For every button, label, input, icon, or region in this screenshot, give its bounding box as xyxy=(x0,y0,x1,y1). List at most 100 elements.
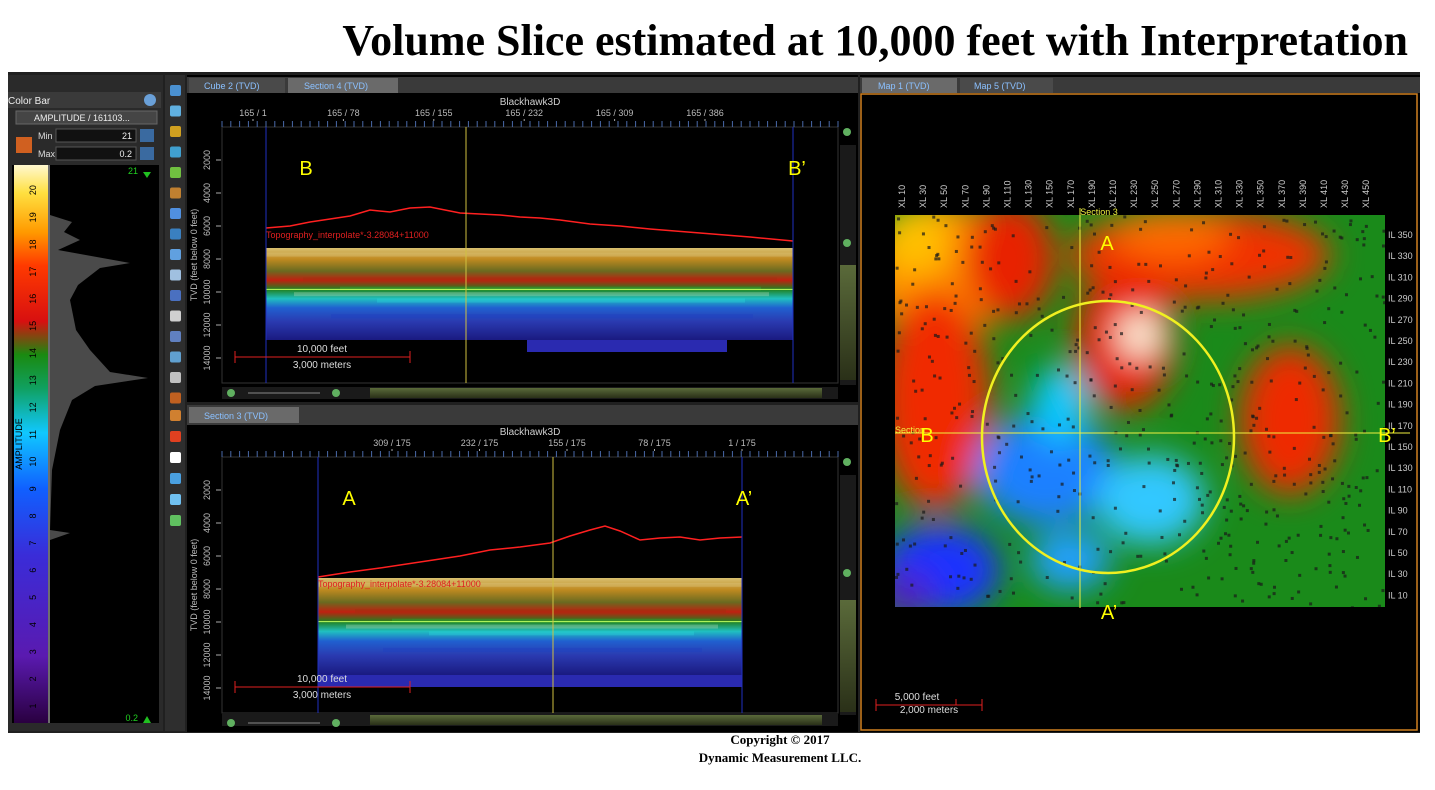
tool-icon[interactable] xyxy=(170,290,181,301)
speckle xyxy=(980,260,984,264)
refresh-button[interactable] xyxy=(140,147,154,160)
tab[interactable] xyxy=(189,78,285,93)
seismic-layer xyxy=(346,624,718,629)
tool-icon[interactable] xyxy=(170,310,181,322)
zoom-button[interactable] xyxy=(227,719,235,727)
tool-icon[interactable] xyxy=(170,452,181,463)
speckle xyxy=(1062,295,1066,299)
xl-label: XL 410 xyxy=(1319,180,1329,208)
tool-icon[interactable] xyxy=(170,228,181,240)
tool-icon[interactable] xyxy=(170,105,181,117)
speckle xyxy=(1289,256,1293,260)
tab[interactable] xyxy=(960,78,1053,93)
speckle xyxy=(998,589,1002,593)
y-label: 10000 xyxy=(202,609,212,634)
speckle xyxy=(1146,447,1150,451)
min-handle[interactable] xyxy=(143,716,151,723)
tool-icon[interactable] xyxy=(170,392,181,404)
tool-icon[interactable] xyxy=(170,494,181,505)
speckle xyxy=(1341,550,1345,554)
speckle xyxy=(1225,456,1229,460)
zoom-button[interactable] xyxy=(332,389,340,397)
section-title: Blackhawk3D xyxy=(500,97,561,108)
speckle xyxy=(1220,463,1224,467)
tool-icon[interactable] xyxy=(170,473,181,484)
speckle xyxy=(1104,330,1108,334)
speckle xyxy=(1339,361,1343,365)
tool-icon[interactable] xyxy=(170,146,181,158)
scroll-thumb[interactable] xyxy=(370,715,822,725)
speckle xyxy=(1130,388,1134,392)
speckle xyxy=(953,406,957,410)
speckle xyxy=(1147,279,1151,283)
speckle xyxy=(1206,493,1210,497)
tool-icon[interactable] xyxy=(170,372,181,383)
speckle xyxy=(1284,539,1288,543)
zoom-button[interactable] xyxy=(332,719,340,727)
speckle xyxy=(1332,229,1336,233)
speckle xyxy=(1295,309,1299,313)
tool-icon[interactable] xyxy=(170,126,181,137)
max-handle[interactable] xyxy=(143,172,151,178)
speckle xyxy=(1139,310,1143,314)
speckle xyxy=(1174,278,1178,282)
tool-icon[interactable] xyxy=(170,85,181,96)
zoom-button[interactable] xyxy=(227,389,235,397)
speckle xyxy=(1045,226,1049,230)
tool-icon[interactable] xyxy=(170,249,181,260)
blob xyxy=(1032,365,1088,445)
y-label: 8000 xyxy=(202,579,212,599)
panel-title: Color Bar xyxy=(8,96,51,107)
tool-icon[interactable] xyxy=(170,331,181,342)
speckle xyxy=(1333,459,1337,463)
speckle xyxy=(1158,264,1162,268)
scroll-thumb[interactable] xyxy=(840,600,856,712)
tool-icon[interactable] xyxy=(170,431,181,442)
speckle xyxy=(1383,301,1385,305)
xl-label: XL 170 xyxy=(1066,180,1076,208)
speckle xyxy=(1014,279,1018,283)
min-marker: 0.2 xyxy=(125,713,138,723)
help-icon[interactable] xyxy=(144,94,156,106)
tool-icon[interactable] xyxy=(170,187,181,199)
y-title: TVD (feet below 0 feet) xyxy=(189,209,199,302)
zoom-button[interactable] xyxy=(843,239,851,247)
tab-active[interactable] xyxy=(288,78,398,93)
color-icon[interactable] xyxy=(16,137,32,153)
tool-icon[interactable] xyxy=(170,410,181,421)
tab-label: Map 5 (TVD) xyxy=(974,81,1026,91)
tool-icon[interactable] xyxy=(170,269,181,281)
zoom-button[interactable] xyxy=(843,458,851,466)
zoom-button[interactable] xyxy=(843,569,851,577)
xl-label: XL 30 xyxy=(918,185,928,208)
attribute-dropdown[interactable] xyxy=(15,110,158,125)
map-marker: B’ xyxy=(1378,425,1396,447)
tool-icon[interactable] xyxy=(170,167,181,178)
speckle xyxy=(949,575,953,579)
speckle xyxy=(1342,497,1346,501)
refresh-button[interactable] xyxy=(140,129,154,142)
section-marker: A xyxy=(342,488,356,510)
speckle xyxy=(1120,332,1124,336)
tool-icon[interactable] xyxy=(170,515,181,526)
tab-active[interactable] xyxy=(189,407,299,423)
speckle xyxy=(909,441,913,445)
scroll-thumb[interactable] xyxy=(370,388,822,398)
speckle xyxy=(911,282,915,286)
speckle xyxy=(996,308,1000,312)
speckle xyxy=(1358,277,1362,281)
speckle xyxy=(1327,552,1331,556)
zoom-button[interactable] xyxy=(843,128,851,136)
tool-icon[interactable] xyxy=(170,208,181,219)
speckle xyxy=(1338,235,1342,239)
tab-active[interactable] xyxy=(862,78,957,93)
scale-label: 15 xyxy=(28,321,38,331)
tab-label: Cube 2 (TVD) xyxy=(204,81,260,91)
speckle xyxy=(1381,589,1385,593)
speckle xyxy=(895,266,899,270)
min-field[interactable] xyxy=(55,128,137,143)
max-field[interactable] xyxy=(55,146,137,161)
tool-icon[interactable] xyxy=(170,351,181,363)
speckle xyxy=(1294,398,1298,402)
scroll-thumb[interactable] xyxy=(840,265,856,380)
